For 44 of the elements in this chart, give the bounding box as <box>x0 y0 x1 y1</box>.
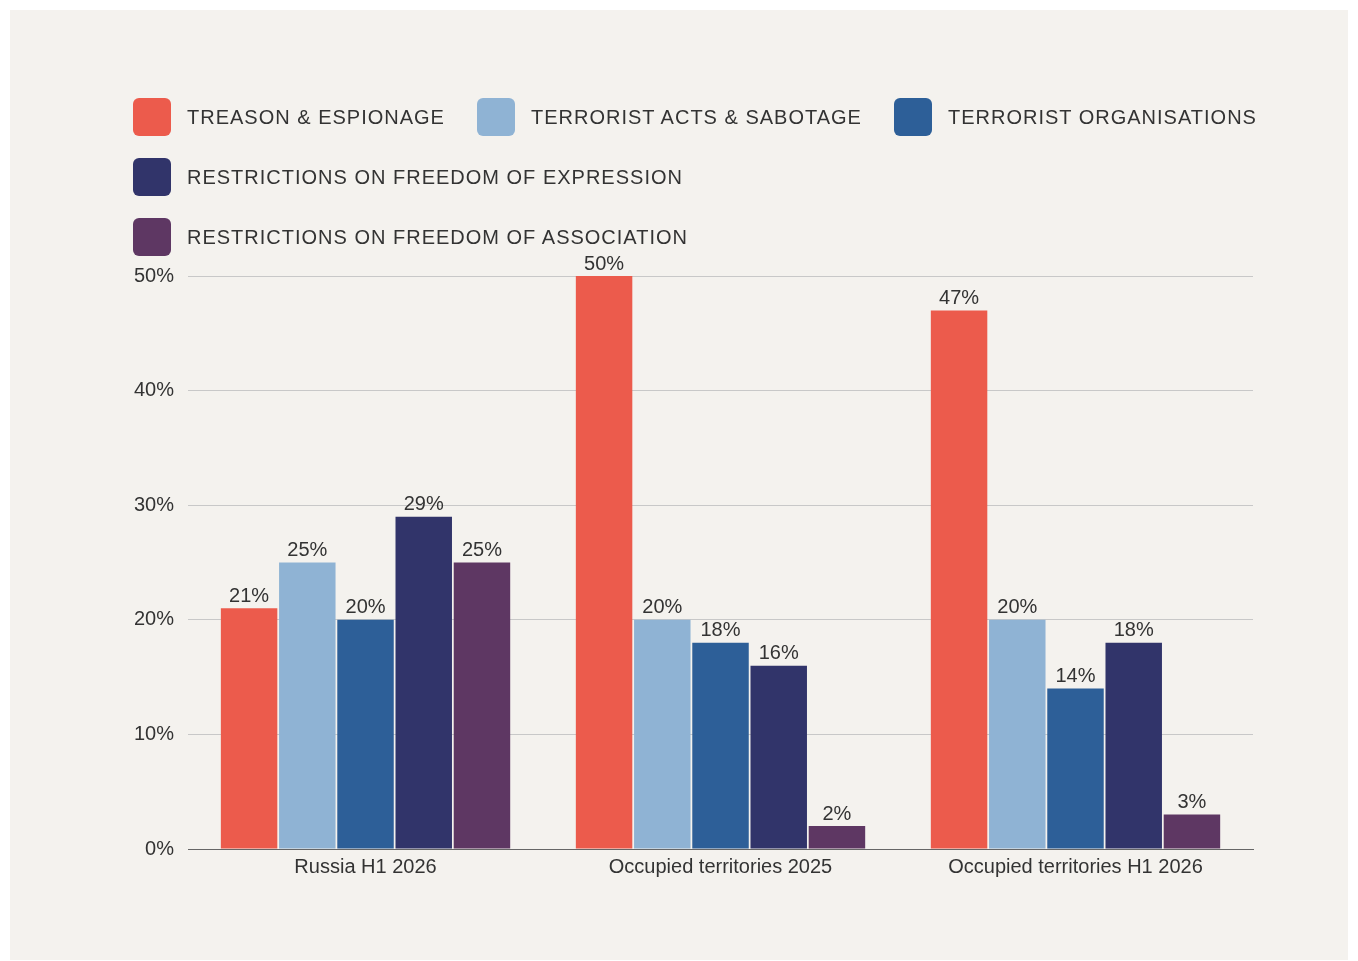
bar <box>1047 688 1104 849</box>
x-tick-label: Russia H1 2026 <box>294 854 437 877</box>
bar <box>750 665 807 849</box>
bar <box>220 608 278 849</box>
bar <box>808 826 866 849</box>
data-label: 20% <box>997 595 1038 618</box>
bar <box>1105 642 1162 849</box>
data-label: 20% <box>345 595 386 618</box>
bar <box>337 619 394 849</box>
data-label: 20% <box>642 595 683 618</box>
data-label: 29% <box>403 492 444 515</box>
data-label: 25% <box>287 538 328 561</box>
data-label: 2% <box>822 801 852 824</box>
bar <box>395 516 452 849</box>
data-label: 47% <box>939 285 980 308</box>
legend-label: TERRORIST ORGANISATIONS <box>947 105 1257 129</box>
y-tick-label: 40% <box>134 378 175 401</box>
legend-label: TERRORIST ACTS & SABOTAGE <box>530 105 862 129</box>
data-label: 21% <box>229 583 270 606</box>
data-label: 14% <box>1055 664 1096 687</box>
x-tick-label: Occupied territories 2025 <box>608 854 833 877</box>
legend-label: RESTRICTIONS ON FREEDOM OF ASSOCIATION <box>187 225 688 249</box>
bar <box>575 276 633 849</box>
y-tick-label: 0% <box>145 836 175 859</box>
bar <box>279 562 336 849</box>
data-label: 16% <box>758 641 799 664</box>
data-label: 18% <box>1113 618 1154 641</box>
y-tick-label: 20% <box>134 607 175 630</box>
legend-label: TREASON & ESPIONAGE <box>187 105 445 129</box>
x-tick-label: Occupied territories H1 2026 <box>948 854 1203 877</box>
bar <box>989 619 1046 849</box>
data-label: 25% <box>461 538 503 561</box>
legend-label: RESTRICTIONS ON FREEDOM OF EXPRESSION <box>187 165 683 189</box>
data-label: 50% <box>584 251 625 274</box>
bar <box>634 619 691 849</box>
y-tick-label: 50% <box>134 263 175 286</box>
bar <box>930 310 988 849</box>
y-tick-label: 10% <box>134 721 175 744</box>
bar <box>692 642 749 849</box>
bar <box>453 562 511 849</box>
y-tick-label: 30% <box>134 492 175 515</box>
data-label: 3% <box>1177 790 1207 813</box>
data-label: 18% <box>700 618 741 641</box>
bar <box>1163 814 1221 849</box>
